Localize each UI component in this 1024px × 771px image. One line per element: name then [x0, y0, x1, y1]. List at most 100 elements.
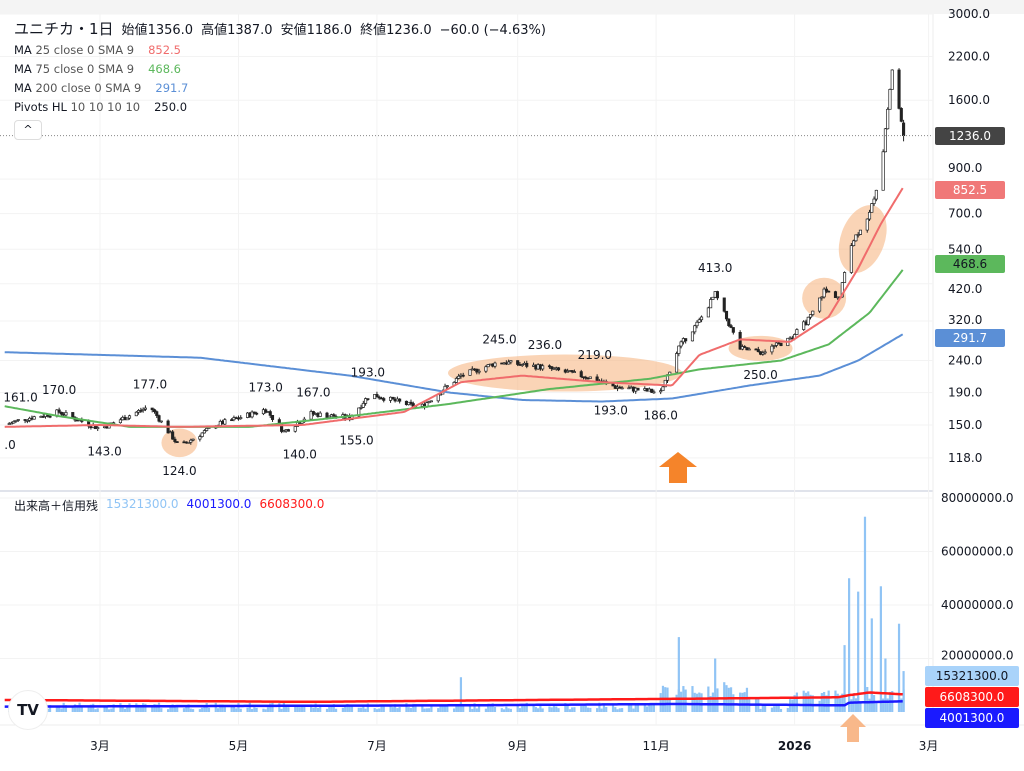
indicator-name: MA: [14, 43, 32, 57]
volume-bar: [160, 708, 163, 712]
candle-body: [202, 430, 206, 434]
volume-bar: [330, 706, 333, 712]
volume-bar: [344, 704, 347, 712]
candle-body: [318, 412, 322, 417]
volume-tick-label: 40000000.0: [941, 598, 1014, 612]
volume-bar: [879, 586, 882, 712]
candle: [727, 318, 731, 328]
price-tick-label: 420.0: [948, 282, 982, 296]
logo-text: TV: [17, 701, 39, 719]
indicator-pivots[interactable]: Pivots HL 10 10 10 10 250.0: [14, 98, 546, 117]
volume-bar: [328, 706, 331, 712]
volume-bar: [280, 708, 283, 712]
high-label: 高値: [201, 23, 228, 38]
volume-bar: [573, 707, 576, 712]
candle-body: [14, 419, 18, 422]
candle-body: [824, 288, 828, 292]
candle-body: [239, 417, 243, 419]
candle-body: [715, 291, 719, 299]
volume-bar: [848, 578, 851, 712]
volume-bar: [505, 706, 508, 712]
price-tick-label: 700.0: [948, 207, 982, 221]
candle-body: [507, 361, 511, 365]
candle: [429, 400, 433, 403]
volume-bar: [182, 708, 186, 712]
candle-body: [150, 407, 154, 411]
volume-bar: [96, 708, 99, 712]
candle: [824, 286, 828, 294]
pivot-label: 170.0: [42, 383, 76, 397]
volume-bar: [187, 704, 190, 712]
volume-bar: [764, 704, 767, 712]
volume-bar: [237, 703, 240, 712]
candle-body: [23, 419, 27, 421]
volume-bar: [439, 705, 442, 712]
pivot-label: 193.0: [594, 403, 628, 417]
volume-bar: [423, 708, 426, 712]
volume-bar: [777, 705, 780, 712]
volume-bar: [405, 703, 408, 712]
volume-bar: [650, 703, 653, 712]
candle-body: [652, 391, 656, 394]
volume-bar: [389, 704, 392, 712]
volume-bar: [223, 707, 226, 712]
collapse-legend-button[interactable]: ^: [14, 120, 42, 140]
tradingview-logo[interactable]: TV: [8, 690, 48, 730]
volume-bar: [298, 707, 301, 712]
candle: [747, 347, 751, 351]
volume-bar: [255, 707, 258, 712]
volume-indicator-name[interactable]: 出来高＋信用残: [14, 499, 99, 513]
volume-bar: [516, 705, 519, 712]
ma25-tag: 852.5: [935, 181, 1005, 199]
volume-bar: [262, 708, 265, 712]
candle-body: [223, 419, 227, 425]
volume-bar: [396, 708, 399, 712]
pivot-label: 245.0: [482, 333, 516, 347]
volume-bar: [443, 705, 447, 712]
ohlc-header: ユニチカ・1日 始値1356.0 高値1387.0 安値1186.0 終値123…: [14, 20, 546, 40]
candle-body: [770, 345, 774, 353]
indicator-ma200[interactable]: MA 200 close 0 SMA 9 291.7: [14, 79, 546, 98]
candle: [874, 189, 878, 202]
volume-bar: [568, 709, 571, 712]
pivot-label: 186.0: [644, 409, 678, 423]
candle: [175, 441, 179, 443]
volume-bar: [421, 705, 424, 712]
volume-bar: [602, 703, 606, 712]
candle-body: [902, 122, 906, 137]
volume-bar: [142, 703, 145, 712]
candle-body: [699, 316, 704, 321]
candle: [409, 399, 413, 406]
symbol-title[interactable]: ユニチカ・1日: [14, 20, 114, 38]
volume-bar: [475, 708, 478, 712]
volume-bar: [64, 705, 68, 712]
candle-body: [48, 415, 52, 418]
volume-bar: [507, 708, 510, 712]
volume-bar: [727, 687, 730, 712]
indicator-ma75[interactable]: MA 75 close 0 SMA 9 468.6: [14, 60, 546, 79]
candle: [509, 360, 513, 365]
volume-bar: [700, 693, 703, 712]
candle-body: [808, 314, 813, 318]
candle: [525, 360, 529, 369]
margin-red-tag: 6608300.0: [925, 687, 1019, 707]
volume-bar: [693, 692, 696, 712]
price-tick-label: 3000.0: [948, 7, 990, 21]
candle: [230, 418, 234, 422]
volume-bar: [825, 695, 828, 712]
candle-body: [255, 412, 259, 415]
volume-bar: [493, 706, 497, 712]
volume-bar: [303, 705, 306, 712]
candle: [520, 363, 524, 367]
candle: [286, 428, 290, 432]
candle: [382, 396, 386, 403]
indicator-value: 291.7: [155, 81, 189, 95]
volume-bar: [477, 703, 481, 712]
volume-bar: [167, 709, 170, 712]
indicator-ma25[interactable]: MA 25 close 0 SMA 9 852.5: [14, 41, 546, 60]
volume-bar: [191, 709, 195, 712]
volume-bar: [739, 692, 742, 712]
candle-body: [71, 412, 75, 418]
candle: [48, 415, 52, 419]
